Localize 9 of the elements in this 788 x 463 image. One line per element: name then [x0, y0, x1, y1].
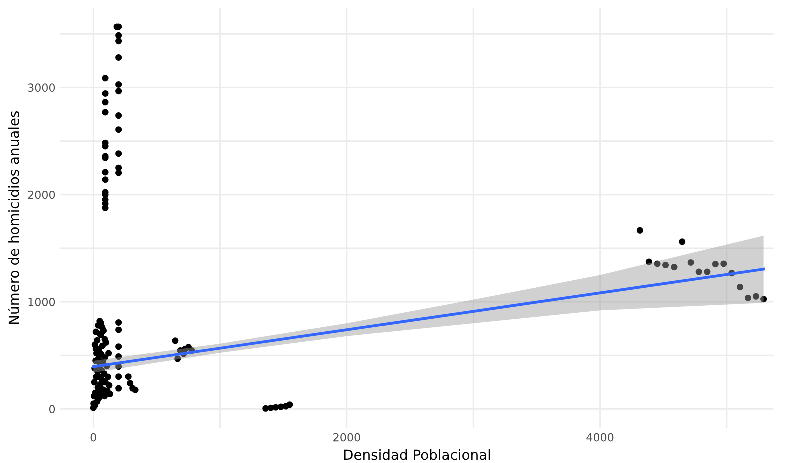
x-axis-title: Densidad Poblacional [344, 449, 490, 460]
x-tick-label: 4000 [586, 433, 614, 442]
y-axis-title: Número de homicidios anuales [8, 111, 20, 324]
x-tick-label: 2000 [334, 433, 360, 442]
y-tick-label: 1000 [28, 298, 56, 306]
y-tick-label: 3000 [28, 84, 56, 92]
x-tick-label: 0 [90, 433, 96, 442]
y-tick-label: 0 [49, 405, 56, 414]
y-tick-label: 2000 [28, 190, 56, 200]
